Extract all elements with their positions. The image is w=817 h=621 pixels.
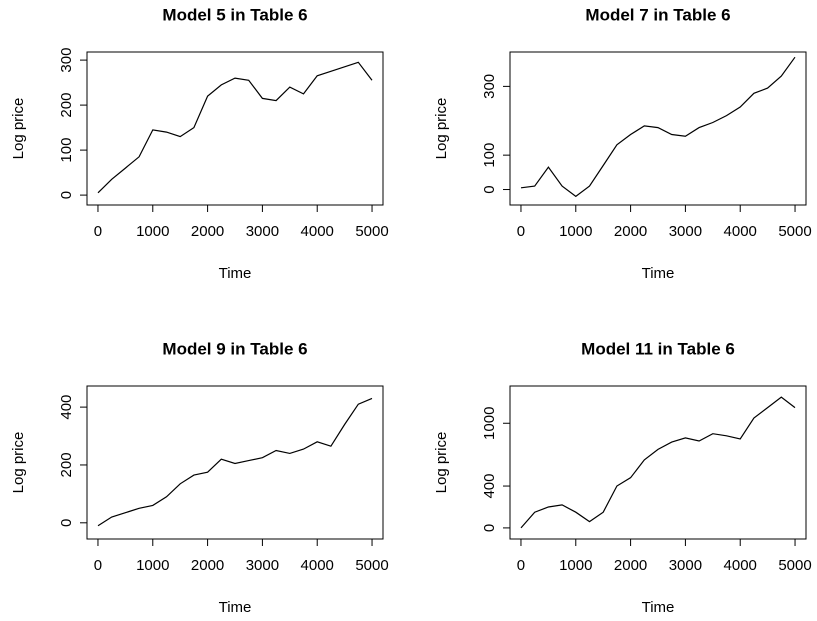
y-axis-label: Log price: [10, 98, 27, 160]
x-axis-label: Time: [642, 599, 675, 616]
x-axis-label: Time: [219, 265, 252, 282]
y-tick-label: 100: [481, 143, 498, 168]
y-axis-label: Log price: [433, 432, 450, 494]
x-tick-label: 4000: [301, 557, 334, 574]
x-tick-label: 5000: [778, 557, 811, 574]
y-tick-label: 200: [58, 93, 75, 118]
x-tick-label: 4000: [724, 223, 757, 240]
x-tick-label: 2000: [191, 557, 224, 574]
x-tick-label: 0: [517, 223, 525, 240]
x-tick-label: 1000: [136, 557, 169, 574]
y-tick-label: 400: [58, 395, 75, 420]
y-tick-label: 300: [58, 48, 75, 73]
x-tick-label: 2000: [191, 223, 224, 240]
x-tick-label: 1000: [559, 223, 592, 240]
x-tick-label: 0: [94, 557, 102, 574]
y-tick-label: 1000: [481, 407, 498, 440]
x-tick-label: 5000: [355, 557, 388, 574]
x-tick-label: 0: [94, 223, 102, 240]
x-tick-label: 4000: [301, 223, 334, 240]
y-tick-label: 400: [481, 474, 498, 499]
chart-title: Model 11 in Table 6: [581, 339, 735, 358]
x-axis-label: Time: [642, 265, 675, 282]
x-tick-label: 4000: [724, 557, 757, 574]
x-axis-label: Time: [219, 599, 252, 616]
y-tick-label: 0: [58, 519, 75, 527]
plot-box: [509, 51, 807, 206]
x-tick-label: 3000: [246, 557, 279, 574]
chart-title: Model 7 in Table 6: [585, 5, 730, 24]
x-tick-label: 1000: [136, 223, 169, 240]
x-tick-label: 1000: [559, 557, 592, 574]
price-line: [520, 396, 796, 529]
x-tick-label: 3000: [669, 557, 702, 574]
chart-title: Model 9 in Table 6: [162, 339, 307, 358]
y-tick-label: 300: [481, 74, 498, 99]
x-tick-label: 5000: [778, 223, 811, 240]
y-tick-label: 200: [58, 452, 75, 477]
y-axis-label: Log price: [433, 98, 450, 160]
x-tick-label: 5000: [355, 223, 388, 240]
plot-box: [86, 51, 384, 206]
y-tick-label: 0: [481, 185, 498, 193]
x-tick-label: 3000: [246, 223, 279, 240]
price-line: [97, 61, 373, 194]
price-line: [520, 56, 796, 198]
price-line: [97, 397, 373, 527]
chart-title: Model 5 in Table 6: [162, 5, 307, 24]
y-tick-label: 0: [58, 191, 75, 199]
y-tick-label: 0: [481, 524, 498, 532]
x-tick-label: 2000: [614, 223, 647, 240]
x-tick-label: 0: [517, 557, 525, 574]
x-tick-label: 2000: [614, 557, 647, 574]
y-tick-label: 100: [58, 138, 75, 163]
plot-box: [86, 385, 384, 540]
y-axis-label: Log price: [10, 432, 27, 494]
plot-box: [509, 385, 807, 540]
x-tick-label: 3000: [669, 223, 702, 240]
